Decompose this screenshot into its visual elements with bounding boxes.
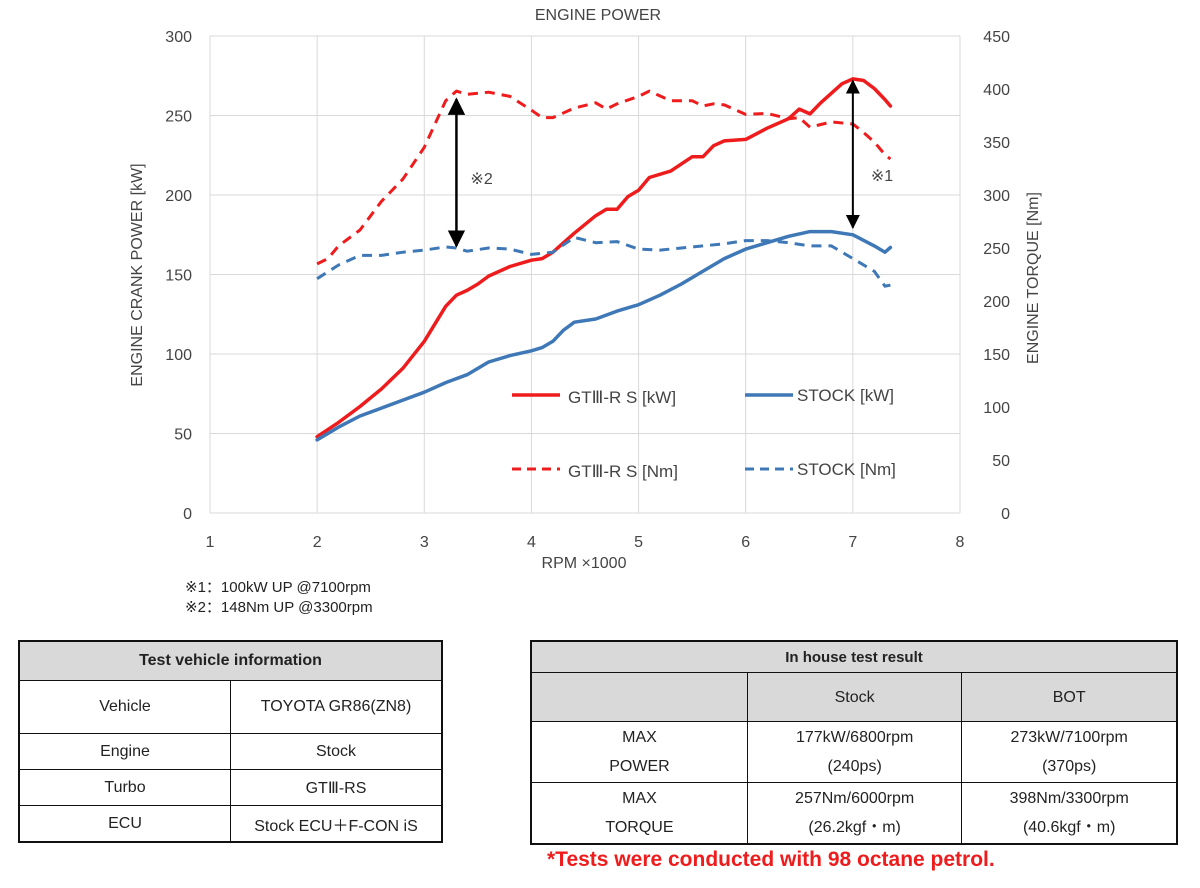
chart-ticks: 1 2 3 4 5 6 7 8 0 50 100 150 200 250 300 0 50 100 150 200 25… [165,29,1010,551]
legend-gt3-kw: GTⅢ-R S [kW] [568,388,676,407]
x-tick-label: 5 [634,534,643,551]
x-axis-label: RPM ×1000 [542,555,627,572]
x-tick-label: 7 [848,534,857,551]
x-tick-label: 3 [420,534,429,551]
y-right-tick-label: 450 [983,29,1010,46]
x-tick-label: 8 [956,534,965,551]
x-tick-label: 2 [313,534,322,551]
footer-note: *Tests were conducted with 98 octane pet… [547,848,995,871]
annotation-label-2: ※2 [470,171,492,188]
header-bot: BOT [961,672,1178,722]
ecu-value: Stock ECU＋F-CON iS [230,805,443,843]
bot-power-value: 273kW/7100rpm (370ps) [961,721,1178,783]
y-left-tick-label: 300 [165,29,192,46]
note-1: ※1：100kW UP @7100rpm [185,579,371,596]
chart-annotations: ※1 ※2 [447,79,893,248]
series-line-0 [315,77,893,439]
y-left-tick-label: 200 [165,188,192,205]
table-row: MAX TORQUE 257Nm/6000rpm (26.2kgf・m) 398Nm… [530,782,1178,845]
table-row: Turbo GTⅢ-RS [18,769,443,806]
y-right-tick-label: 100 [983,400,1010,417]
legend-stock-kw: STOCK [kW] [797,386,894,405]
series-line-1 [315,229,893,442]
y-right-tick-label: 350 [983,135,1010,152]
stock-torque-value: 257Nm/6000rpm (26.2kgf・m) [746,782,963,845]
chart-legend: GTⅢ-R S [kW] STOCK [kW] GTⅢ-R S [Nm] STO… [512,386,896,481]
y-right-tick-label: 400 [983,82,1010,99]
y-axis-right-label: ENGINE TORQUE [Nm] [1025,192,1042,364]
header-empty [530,672,748,722]
vehicle-value: TOYOTA GR86(ZN8) [230,680,443,734]
chart-title: ENGINE POWER [535,7,661,24]
table-row: ECU Stock ECU＋F-CON iS [18,805,443,843]
y-left-tick-label: 50 [174,427,192,444]
x-tick-label: 6 [741,534,750,551]
engine-label: Engine [18,733,231,770]
y-right-tick-label: 0 [1001,506,1010,523]
y-left-tick-label: 150 [165,268,192,285]
test-result-table: In house test result Stock BOT MAX POWER … [530,640,1178,845]
x-tick-label: 4 [527,534,536,551]
y-right-tick-label: 300 [983,188,1010,205]
engine-power-chart: ENGINE POWER ※1 ※2 1 2 3 4 5 6 7 8 0 50 100 150 200 25… [129,7,1042,572]
table-header-row: Stock BOT [530,672,1178,722]
y-right-tick-label: 200 [983,294,1010,311]
ecu-label: ECU [18,805,231,843]
y-right-tick-label: 50 [992,453,1010,470]
legend-stock-nm: STOCK [Nm] [797,460,896,479]
chart-series [315,77,893,442]
header-stock: Stock [746,672,963,722]
stock-power-value: 177kW/6800rpm (240ps) [746,721,963,783]
max-torque-label: MAX TORQUE [530,782,748,845]
bot-torque-value: 398Nm/3300rpm (40.6kgf・m) [961,782,1178,845]
y-right-tick-label: 250 [983,241,1010,258]
vehicle-label: Vehicle [18,680,231,734]
engine-value: Stock [230,733,443,770]
turbo-label: Turbo [18,769,231,806]
turbo-value: GTⅢ-RS [230,769,443,806]
y-axis-left-label: ENGINE CRANK POWER [kW] [129,163,146,386]
table-row: Vehicle TOYOTA GR86(ZN8) [18,680,443,734]
series-line-3 [316,235,891,288]
y-left-tick-label: 250 [165,109,192,126]
result-table-title: In house test result [530,640,1178,673]
table-row: MAX POWER 177kW/6800rpm (240ps) 273kW/7100… [530,721,1178,783]
note-2: ※2：148Nm UP @3300rpm [185,599,373,616]
series-line-2 [316,89,892,266]
x-tick-label: 1 [206,534,215,551]
annotation-label-1: ※1 [871,168,893,185]
max-power-label: MAX POWER [530,721,748,783]
y-right-tick-label: 150 [983,347,1010,364]
table-row: Engine Stock [18,733,443,770]
y-left-tick-label: 100 [165,347,192,364]
vehicle-info-table: Test vehicle information Vehicle TOYOTA … [18,640,443,843]
vehicle-table-title: Test vehicle information [18,640,443,681]
y-left-tick-label: 0 [183,506,192,523]
legend-gt3-nm: GTⅢ-R S [Nm] [568,462,678,481]
